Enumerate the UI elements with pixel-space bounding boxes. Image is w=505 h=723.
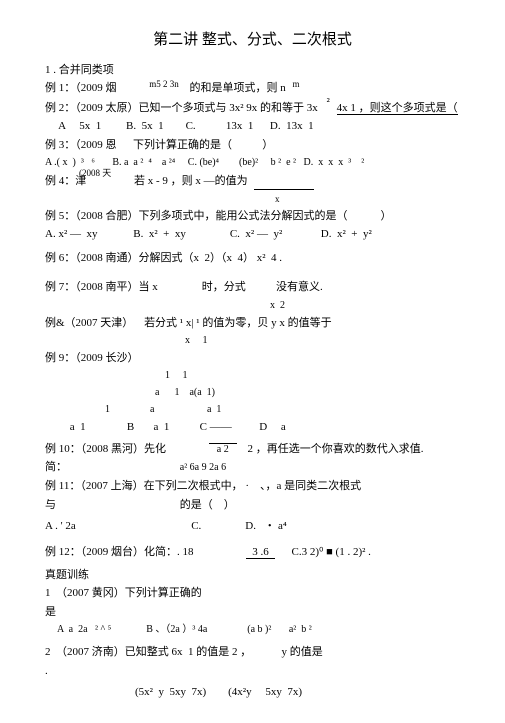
- ex10-tail: 2 ，再任选一个你喜欢的数代入求值.: [247, 443, 423, 455]
- example-2: 例 2：（2009 太原）已知一个多项式与 3x² 9x 的和等于 3x ² 4…: [45, 101, 460, 116]
- ex11-a: 与 的是（ ）: [45, 498, 460, 513]
- train-3: (5x² y 5xy 7x) (4x²y 5xy 7x): [135, 685, 460, 700]
- example-3: 例 3：（2009 恩 下列计算正确的是（ ）: [45, 138, 460, 153]
- ex7-frac: x 2: [270, 299, 460, 313]
- example-8: 例&（2007 天津） 若分式 ¹ x| ¹ 的值为零，贝 y x 的值等于: [45, 316, 460, 331]
- ex10-denom-row: 简： a² 6a 9 2a 6: [45, 460, 460, 475]
- ex4-body: 若 x - 9 ，则 x —的值为: [134, 175, 248, 187]
- ex10-label: 例 10：（2008 黑河）先化: [45, 443, 166, 455]
- example-11: 例 11：（2007 上海）在下列二次根式中， · 、，a 是同类二次根式: [45, 479, 460, 494]
- ex9-c: 1 a a 1: [105, 403, 460, 417]
- example-10: 例 10：（2008 黑河）先化 a 2 2 ，再任选一个你喜欢的数代入求值.: [45, 442, 460, 457]
- ex4-year: (2008 天: [79, 168, 111, 178]
- section-2: 真题训练: [45, 568, 460, 583]
- ex2-top: ²: [327, 96, 330, 108]
- page-root: 第二讲 整式、分式、二次根式 1 . 合并同类项 例 1：（2009 烟 m5 …: [0, 0, 505, 723]
- train-2: 2 （2007 济南）已知整式 6x 1 的值是 2 ， y 的值是: [45, 645, 460, 660]
- example-6: 例 6：（2008 南通）分解因式（x 2）（x 4） x² 4 .: [45, 251, 460, 266]
- ex8-frac: x 1: [185, 334, 460, 348]
- example-4-row: 例 4：津 (2008 天 若 x - 9 ，则 x —的值为: [45, 174, 460, 190]
- ex4-x: x: [275, 193, 460, 206]
- ex10-denom: a² 6a 9 2a 6: [180, 462, 226, 473]
- train-1a: 是: [45, 605, 460, 620]
- ex10-num: a 2: [209, 443, 237, 455]
- example-1: 例 1：（2009 烟 m5 2 3n 的和是单项式，则 n m: [45, 81, 460, 96]
- example-12: 例 12：（2009 烟台）化简：. 18 3 .6 C.3 2)⁰ ■ (1 …: [45, 545, 460, 560]
- ex9-a: 1 1: [165, 369, 460, 383]
- ex2-options: A 5x 1 B. 5x 1 C. 13x 1 D. 13x 1: [45, 119, 460, 134]
- ex2-text: 例 2：（2009 太原）已知一个多项式与 3x² 9x 的和等于 3x: [45, 102, 318, 114]
- example-7: 例 7：（2008 南平）当 x 时，分式 没有意义.: [45, 280, 460, 295]
- example-9: 例 9：（2009 长沙）: [45, 351, 460, 366]
- train-2-dot: .: [45, 664, 460, 679]
- document-title: 第二讲 整式、分式、二次根式: [45, 30, 460, 51]
- ex10-left: 简：: [45, 461, 67, 473]
- example-5: 例 5：（2008 合肥）下列多项式中，能用公式法分解因式的是（ ）: [45, 209, 460, 224]
- ex8-label: 例&（2007 天津）: [45, 317, 133, 329]
- ex4-blank: [254, 174, 314, 190]
- ex12-frac: 3 .6: [246, 546, 275, 559]
- ex1-tail: 的和是单项式，则 n: [190, 82, 286, 94]
- ex12-label: 例 12：（2009 烟台）化简：. 18: [45, 546, 194, 558]
- ex2-right: 4x 1 ，则这个多项式是（: [337, 102, 458, 115]
- ex1-exp: m5 2 3n: [149, 79, 179, 89]
- ex1-text: 例 1：（2009 烟: [45, 82, 117, 94]
- ex11-b: A . ' 2a C. D. ・ a⁴: [45, 519, 460, 534]
- ex8-body: 若分式 ¹ x| ¹ 的值为零，贝 y x 的值等于: [144, 317, 332, 329]
- train-1b: A a 2a ² ^ ⁵ B 、（2a ）³ 4a (a b )² a² b ²: [57, 623, 460, 637]
- train-1: 1 （2007 黄冈）下列计算正确的: [45, 586, 460, 601]
- ex9-b: a 1 a(a 1): [155, 386, 460, 400]
- ex5-options: A. x² — xy B. x² + xy C. x² — y² D. x² +…: [45, 227, 460, 242]
- ex9-d: a 1 B a 1 C —— D a: [45, 420, 460, 435]
- ex1-m: m: [293, 79, 300, 89]
- ex12-tail: C.3 2)⁰ ■ (1 . 2)² .: [292, 546, 371, 558]
- section-1: 1 . 合并同类项: [45, 63, 460, 78]
